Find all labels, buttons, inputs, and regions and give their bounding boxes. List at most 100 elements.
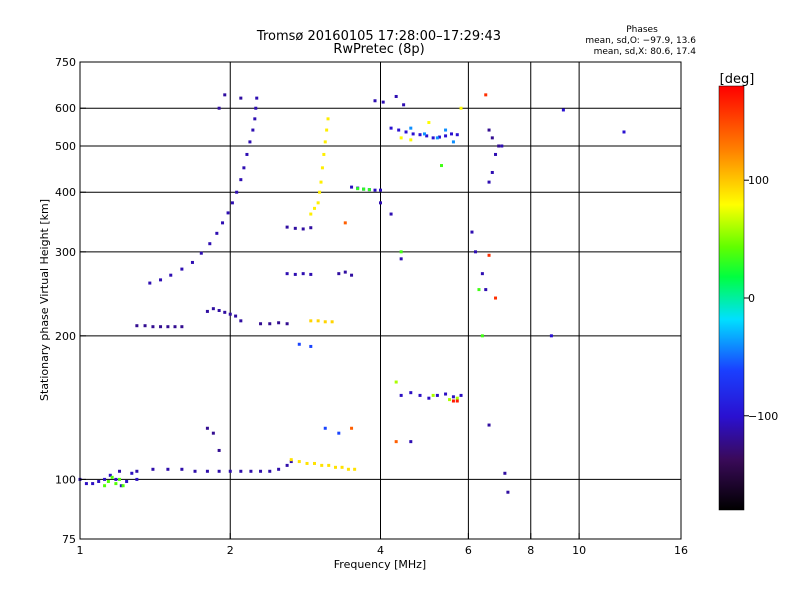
data-point (549, 334, 553, 338)
data-point (561, 108, 565, 112)
data-point (228, 469, 232, 473)
data-point (487, 128, 491, 132)
data-point (389, 212, 393, 216)
data-point (255, 96, 259, 100)
data-point (226, 211, 230, 215)
data-point (484, 93, 488, 97)
data-point (399, 257, 403, 261)
data-point (480, 334, 484, 338)
data-point (490, 170, 494, 174)
data-points (78, 93, 626, 494)
data-point (506, 490, 510, 494)
data-point (309, 212, 313, 216)
data-point (135, 469, 139, 473)
data-point (259, 322, 263, 326)
data-point (309, 226, 313, 230)
data-point (268, 469, 272, 473)
data-point (389, 126, 393, 130)
colorbar-tick-label: 0 (748, 292, 755, 305)
data-point (322, 152, 326, 156)
colorbar-tick-label: 100 (748, 174, 769, 187)
data-point (350, 185, 354, 189)
data-point (409, 391, 413, 395)
data-point (230, 201, 234, 205)
data-point (285, 272, 289, 276)
colorbar-label: [deg] (720, 72, 755, 87)
y-tick-label: 600 (55, 102, 76, 115)
data-point (418, 133, 422, 137)
data-point (253, 117, 257, 121)
data-point (297, 460, 301, 464)
data-point (622, 130, 626, 134)
data-point (217, 448, 221, 452)
data-point (309, 344, 313, 348)
data-point (379, 188, 382, 192)
data-point (217, 469, 221, 473)
data-point (440, 164, 444, 168)
data-point (193, 469, 197, 473)
data-point (473, 250, 477, 254)
data-point (427, 121, 431, 125)
data-point (327, 463, 331, 467)
data-point (451, 140, 455, 144)
data-point (316, 319, 320, 323)
data-point (487, 423, 491, 427)
data-point (320, 166, 324, 170)
data-point (319, 180, 323, 184)
x-axis-ticks: 1 2 4 6 8 10 16 (77, 533, 688, 557)
data-point (451, 395, 455, 399)
data-point (503, 471, 507, 475)
chart-subtitle: RwPretec (8p) (333, 42, 424, 57)
data-point (234, 314, 238, 318)
data-point (169, 273, 173, 277)
data-point (431, 136, 435, 140)
data-point (367, 188, 371, 192)
data-point (487, 253, 491, 257)
data-point (323, 140, 327, 144)
data-point (422, 132, 426, 136)
y-tick-label: 300 (55, 246, 76, 259)
data-point (173, 325, 177, 329)
y-tick-label: 75 (62, 533, 76, 546)
data-point (268, 322, 272, 326)
data-point (394, 94, 398, 98)
data-point (323, 320, 327, 324)
data-point (323, 426, 327, 430)
data-point (143, 324, 147, 328)
data-point (480, 272, 484, 276)
data-point (500, 144, 504, 148)
data-point (259, 469, 263, 473)
data-point (459, 393, 463, 397)
data-point (394, 440, 398, 444)
data-point (293, 226, 297, 230)
data-point (373, 188, 377, 192)
data-point (431, 393, 435, 397)
data-point (235, 190, 239, 194)
data-point (350, 273, 354, 277)
data-point (451, 399, 455, 403)
data-point (448, 398, 452, 402)
data-point (289, 460, 293, 464)
data-point (494, 296, 498, 300)
data-point (309, 319, 313, 323)
data-point (205, 309, 209, 313)
data-point (337, 272, 341, 276)
data-point (215, 231, 219, 235)
data-point (449, 132, 453, 136)
data-point (119, 484, 123, 488)
data-point (217, 308, 221, 312)
colorbar (718, 85, 745, 511)
x-tick-label: 8 (527, 544, 534, 557)
data-point (103, 484, 107, 488)
data-point (254, 106, 258, 110)
data-point (340, 465, 344, 469)
data-point (180, 325, 184, 329)
data-point (362, 187, 366, 191)
data-point (228, 312, 232, 316)
y-tick-label: 500 (55, 140, 76, 153)
y-tick-label: 400 (55, 186, 76, 199)
data-point (399, 136, 403, 140)
colorbar-ticks: 100 0 −100 (744, 174, 778, 423)
data-point (208, 242, 212, 246)
